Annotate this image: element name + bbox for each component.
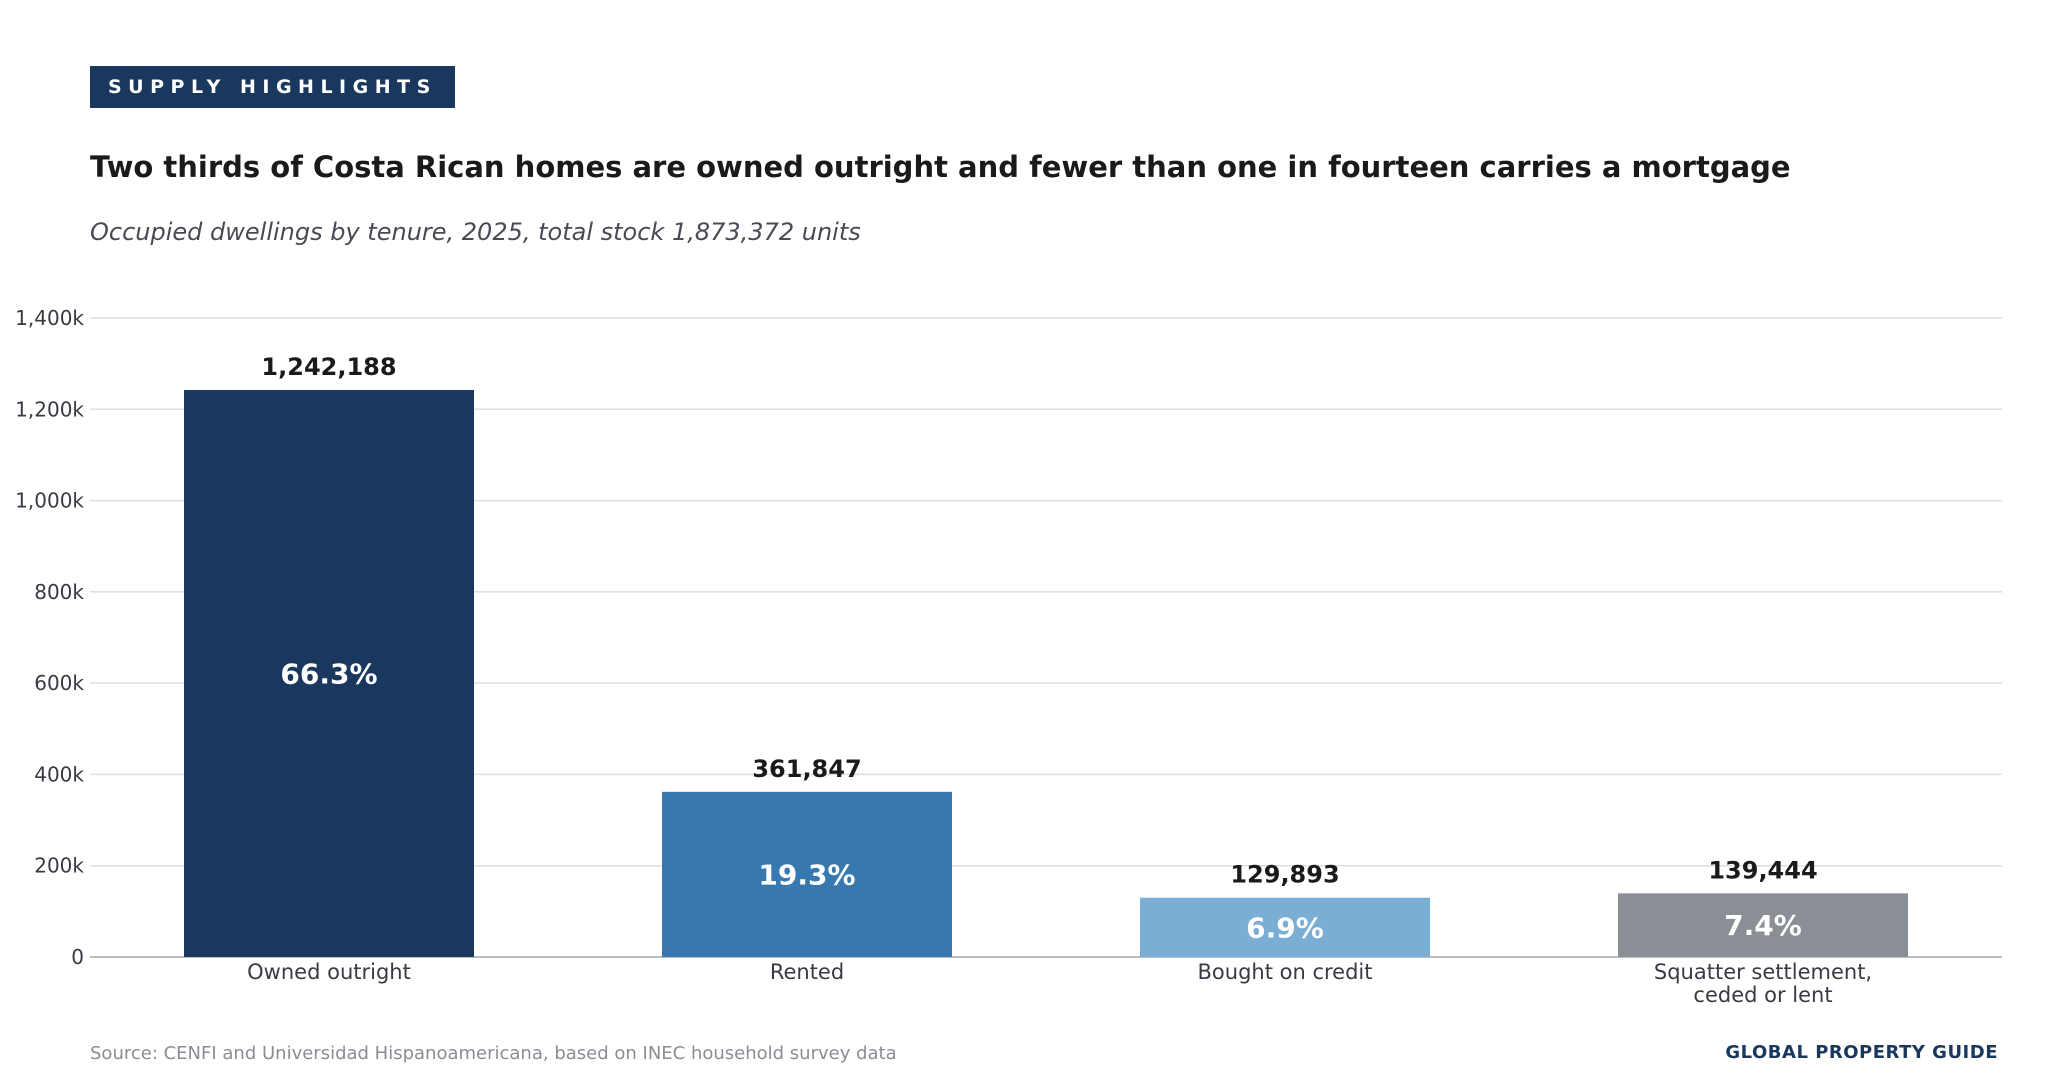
chart-title: Two thirds of Costa Rican homes are owne… [90,150,1791,184]
y-tick-label: 1,200k [15,397,84,421]
bar-share-label: 66.3% [280,658,377,691]
y-tick-label: 200k [34,854,84,878]
brand-logo-text: GLOBAL PROPERTY GUIDE [1725,1042,1998,1063]
y-tick-label: 600k [34,671,84,695]
x-tick-label: Rented [770,960,844,984]
x-tick-label: Owned outright [247,960,411,984]
chart-subtitle: Occupied dwellings by tenure, 2025, tota… [90,218,861,246]
y-tick-label: 0 [71,945,84,969]
y-tick-label: 400k [34,762,84,786]
bars: 1,242,188 66.3% 361,847 19.3% 129,893 6.9% 139… [184,353,1908,957]
bar [184,390,474,957]
bar-value-label: 139,444 [1708,856,1817,884]
y-tick-label: 800k [34,580,84,604]
y-tick-label: 1,400k [15,306,84,330]
source-note: Source: CENFI and Universidad Hispanoame… [90,1043,897,1064]
section-badge: SUPPLY HIGHLIGHTS [90,66,455,108]
bar [1140,897,1430,957]
x-tick-label: Bought on credit [1198,960,1373,984]
x-axis-ticks: Owned outright Rented Bought on credit Squa… [247,960,1872,1007]
x-tick-label: ceded or lent [1693,983,1832,1007]
bar-value-label: 129,893 [1230,861,1339,889]
bar [662,791,952,957]
y-tick-label: 1,000k [15,489,84,513]
bar-value-label: 361,847 [752,755,861,783]
bar-share-label: 7.4% [1724,909,1802,942]
bar-value-label: 1,242,188 [261,353,396,381]
y-axis-ticks: 0 200k 400k 600k 800k 1,000k 1,200k 1,400k [15,306,84,969]
bar [1618,893,1908,957]
x-tick-label: Squatter settlement, [1654,960,1872,984]
bar-share-label: 19.3% [758,858,855,891]
bar-share-label: 6.9% [1246,911,1324,944]
